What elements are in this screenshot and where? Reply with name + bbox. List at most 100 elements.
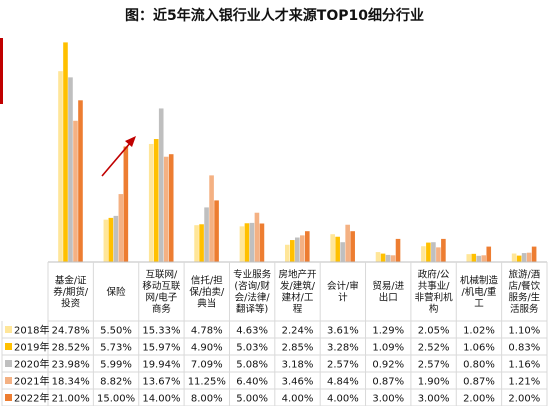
bar-1-1 — [58, 71, 63, 262]
category-label-5: 翻译等) — [236, 303, 268, 315]
data-label-1-2: 5.50% — [100, 326, 132, 337]
data-label-2-11: 0.83% — [508, 343, 540, 354]
category-label-11: 店/餐饮 — [508, 280, 540, 292]
data-label-2-3: 15.97% — [142, 343, 180, 354]
category-label-10: /机电/重 — [462, 286, 497, 298]
bar-2-9 — [426, 242, 431, 262]
data-label-4-2: 8.82% — [100, 377, 132, 388]
legend-swatch-3 — [5, 360, 12, 367]
bar-1-7 — [330, 234, 335, 262]
legend-label-1: 2018年 — [14, 324, 49, 337]
bar-5-2 — [123, 146, 129, 262]
data-label-1-3: 15.33% — [142, 326, 180, 337]
category-label-6: 房地产开 — [278, 269, 317, 281]
bar-5-7 — [350, 231, 355, 262]
bar-2-3 — [153, 139, 159, 262]
bar-4-1 — [73, 120, 78, 262]
legend-label-5: 2022年 — [14, 392, 49, 405]
data-label-3-1: 23.98% — [52, 360, 90, 371]
bar-5-5 — [259, 223, 265, 262]
bar-4-3 — [163, 156, 169, 262]
bar-2-8 — [380, 253, 386, 262]
bar-3-11 — [521, 253, 527, 262]
category-label-3: 移动互联 — [142, 280, 181, 292]
data-label-5-10: 2.00% — [463, 394, 495, 405]
bar-5-6 — [305, 231, 310, 262]
bar-5-4 — [214, 200, 219, 262]
category-label-5: 会/法律/ — [235, 292, 271, 304]
data-label-5-4: 8.00% — [191, 394, 223, 405]
bar-3-9 — [431, 242, 436, 262]
legend-swatch-1 — [5, 326, 12, 333]
bar-2-5 — [244, 223, 250, 262]
data-label-1-11: 1.10% — [508, 326, 540, 337]
category-label-6: 程 — [293, 304, 303, 315]
data-label-2-6: 2.85% — [282, 343, 314, 354]
category-label-8: 出口 — [379, 292, 398, 304]
bar-1-6 — [285, 244, 290, 262]
bar-4-7 — [345, 224, 350, 262]
bar-4-6 — [300, 235, 305, 262]
data-label-1-4: 4.78% — [191, 326, 223, 337]
bar-5-9 — [441, 238, 446, 262]
bar-1-11 — [511, 253, 517, 262]
category-label-11: 旅游/酒 — [508, 269, 540, 281]
data-label-1-6: 2.24% — [282, 326, 314, 337]
annotation-arrow-head — [125, 136, 136, 147]
data-label-3-8: 0.92% — [372, 360, 404, 371]
category-label-11: 服务/生 — [508, 292, 540, 304]
data-label-5-9: 3.00% — [418, 394, 450, 405]
data-label-1-10: 1.02% — [463, 326, 495, 337]
bar-5-11 — [531, 246, 537, 262]
data-label-3-7: 2.57% — [327, 360, 359, 371]
data-label-4-9: 1.90% — [418, 377, 450, 388]
data-label-2-1: 28.52% — [52, 343, 90, 354]
bar-1-9 — [421, 246, 426, 262]
legend-swatch-4 — [5, 377, 12, 384]
bar-2-11 — [516, 255, 522, 262]
data-label-2-2: 5.73% — [100, 343, 132, 354]
bar-3-7 — [340, 242, 345, 262]
data-label-3-6: 3.18% — [282, 360, 314, 371]
data-label-3-3: 19.94% — [142, 360, 180, 371]
data-label-5-8: 3.00% — [372, 394, 404, 405]
data-label-1-8: 1.29% — [372, 326, 404, 337]
data-label-3-9: 2.57% — [418, 360, 450, 371]
data-label-2-7: 3.28% — [327, 343, 359, 354]
category-label-9: 政府/公 — [418, 269, 450, 281]
bar-4-11 — [526, 252, 532, 262]
data-label-4-10: 0.87% — [463, 377, 495, 388]
bar-3-10 — [476, 255, 482, 262]
data-label-2-4: 4.90% — [191, 343, 223, 354]
bar-5-1 — [78, 100, 83, 262]
bar-4-8 — [390, 255, 396, 262]
bar-5-10 — [486, 246, 492, 262]
data-label-4-11: 1.21% — [508, 377, 540, 388]
category-label-6: 建材/工 — [282, 292, 314, 304]
data-label-3-10: 0.80% — [463, 360, 495, 371]
category-label-9: 共事业/ — [418, 280, 451, 292]
category-label-9: 非营利机 — [415, 292, 454, 304]
title-accent-bar — [0, 38, 3, 104]
bar-4-2 — [118, 194, 124, 262]
data-label-5-3: 14.00% — [142, 394, 180, 405]
bar-2-7 — [335, 236, 340, 262]
category-label-4: 典当 — [197, 297, 216, 309]
bar-3-3 — [158, 108, 164, 262]
data-label-4-8: 0.87% — [372, 377, 404, 388]
bar-1-8 — [375, 252, 381, 262]
data-label-4-5: 6.40% — [236, 377, 268, 388]
category-label-2: 保险 — [107, 286, 127, 298]
bar-2-1 — [63, 42, 68, 263]
category-label-8: 贸易/进 — [372, 280, 404, 292]
bar-2-10 — [471, 253, 477, 262]
category-label-7: 会计/审 — [327, 280, 359, 292]
legend-swatch-5 — [5, 394, 12, 401]
category-label-3: 互联网/ — [146, 270, 179, 281]
bar-2-2 — [108, 217, 114, 262]
bar-1-4 — [194, 225, 199, 262]
data-label-3-5: 5.08% — [236, 360, 268, 371]
bar-4-4 — [209, 175, 214, 262]
data-label-3-11: 1.16% — [508, 360, 540, 371]
bar-4-9 — [436, 247, 441, 262]
